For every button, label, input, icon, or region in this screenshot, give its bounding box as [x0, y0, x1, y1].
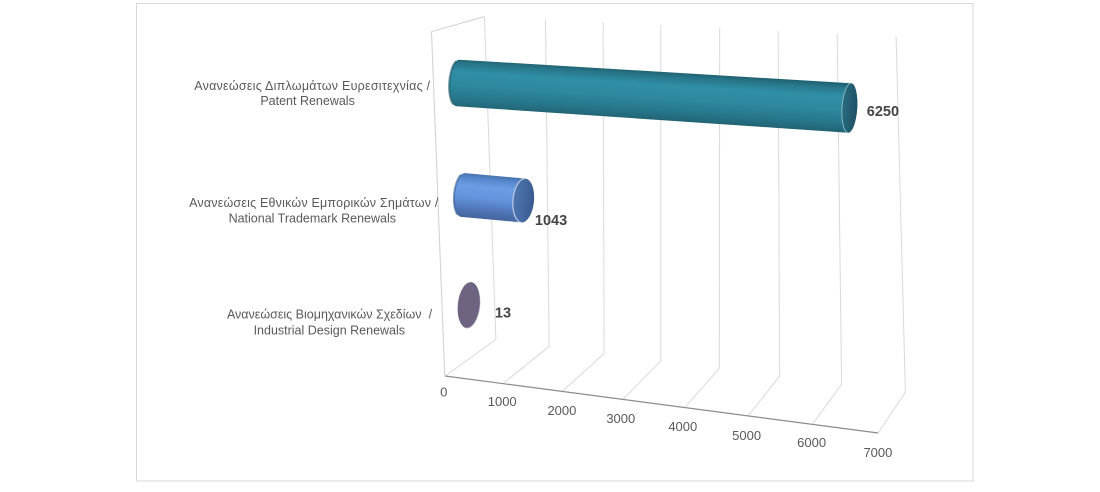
svg-text:4000: 4000 — [668, 419, 697, 434]
svg-text:6250: 6250 — [867, 104, 899, 120]
svg-text:0: 0 — [440, 385, 447, 400]
svg-text:3000: 3000 — [606, 411, 635, 426]
svg-text:National Trademark Renewals: National Trademark Renewals — [229, 212, 396, 226]
svg-text:5000: 5000 — [732, 428, 761, 443]
svg-text:Industrial Design Renewals: Industrial Design Renewals — [254, 323, 405, 337]
svg-text:2000: 2000 — [547, 403, 576, 418]
svg-text:13: 13 — [495, 305, 511, 321]
svg-text:Patent Renewals: Patent Renewals — [260, 94, 355, 108]
svg-text:7000: 7000 — [863, 445, 892, 460]
svg-text:Ανανεώσεις Εθνικών Εμπορικών Σ: Ανανεώσεις Εθνικών Εμπορικών Σημάτων / — [189, 196, 439, 210]
svg-text:6000: 6000 — [797, 435, 826, 450]
svg-text:1000: 1000 — [488, 394, 517, 409]
svg-text:Ανανεώσεις Διπλωμάτων Ευρεσιτε: Ανανεώσεις Διπλωμάτων Ευρεσιτεχνίας / — [194, 79, 430, 93]
svg-text:1043: 1043 — [535, 213, 567, 229]
svg-text:Ανανεώσεις Βιομηχανικών Σχεδίω: Ανανεώσεις Βιομηχανικών Σχεδίων / — [227, 308, 433, 322]
